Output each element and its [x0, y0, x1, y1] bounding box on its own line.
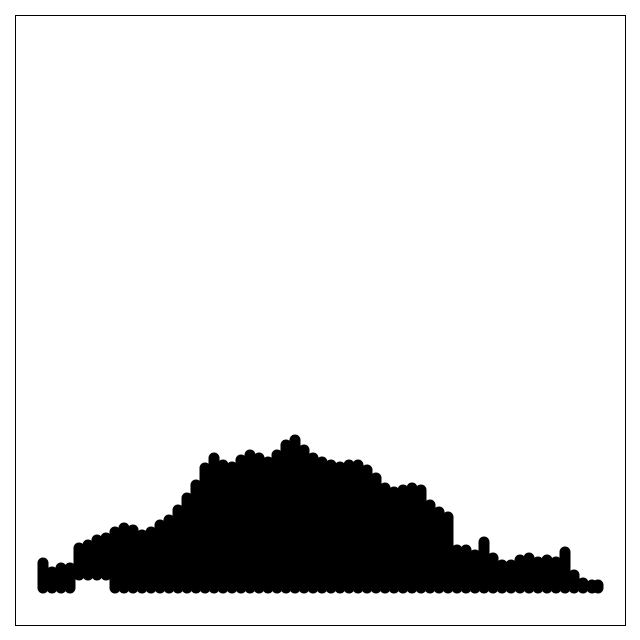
plot-frame — [15, 15, 626, 626]
